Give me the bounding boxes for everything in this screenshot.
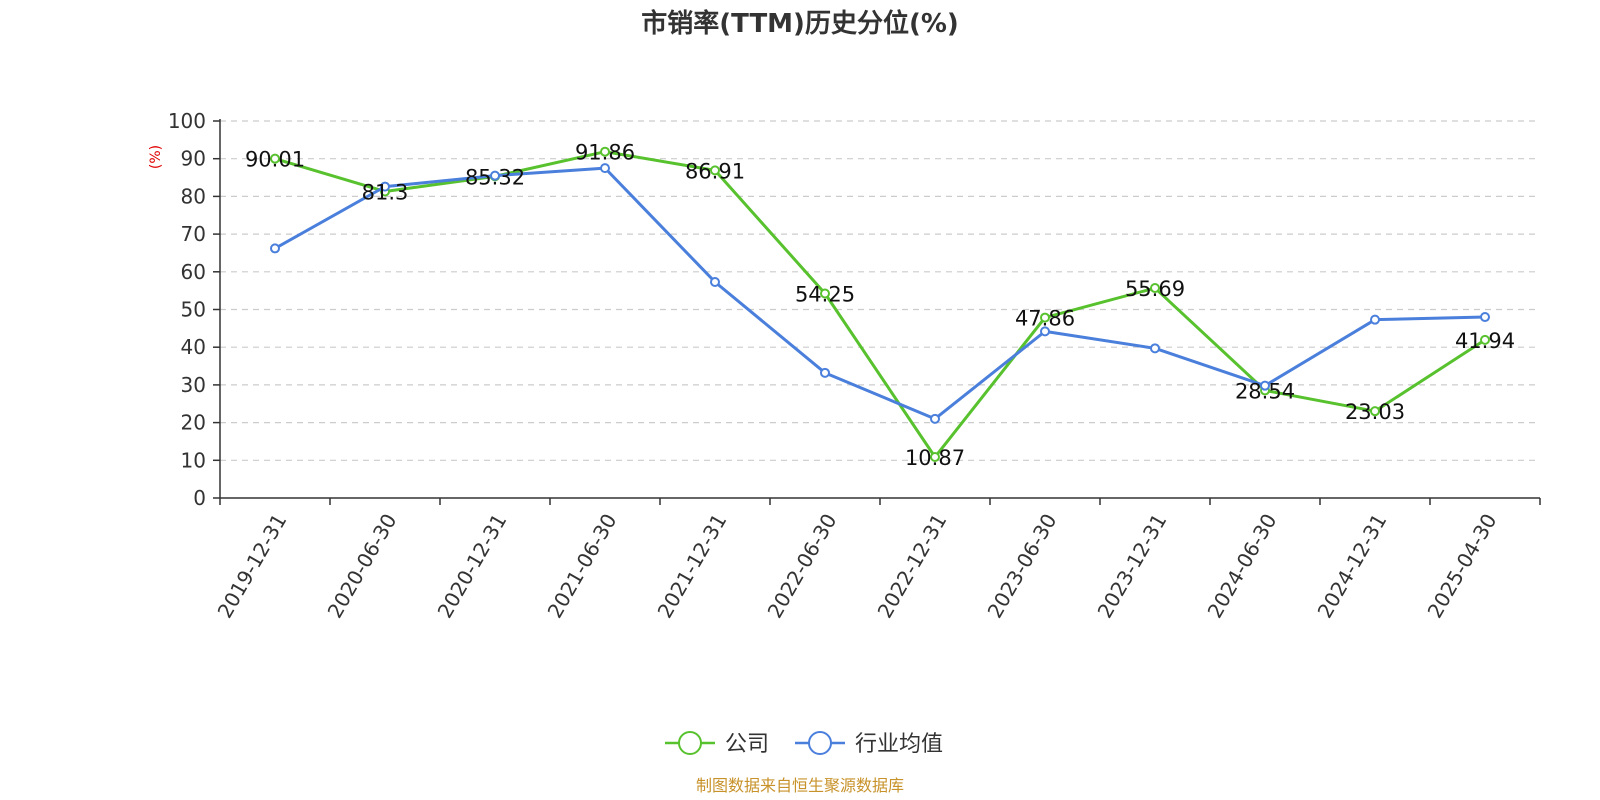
y-tick-label: 90: [181, 147, 206, 171]
data-point: [930, 452, 940, 463]
series-lines: [270, 146, 1490, 463]
y-tick-label: 10: [181, 448, 206, 472]
x-tick-label: 2019-12-31: [213, 510, 292, 623]
y-tick-label: 0: [193, 486, 206, 510]
data-labels: 90.01 81.3 85.32 91.86 86.91 54.25 10.87 47.86 5…: [245, 141, 1515, 470]
x-tick-label: 2022-06-30: [763, 510, 842, 623]
y-tick-label: 70: [181, 222, 206, 246]
data-label: 85.32: [465, 165, 525, 189]
data-point: [1150, 283, 1160, 294]
data-label: 86.91: [685, 159, 745, 183]
y-tick-label: 60: [181, 260, 206, 284]
data-point: [710, 276, 720, 287]
data-point: [600, 163, 610, 174]
data-point: [820, 367, 830, 378]
x-tick-label: 2024-12-31: [1313, 510, 1392, 623]
x-tick-label: 2020-06-30: [323, 510, 402, 623]
series-line: [274, 150, 1486, 459]
grid-lines: [220, 120, 1540, 461]
data-label: 10.87: [905, 446, 965, 470]
data-point: [270, 243, 280, 254]
y-tick-label: 20: [181, 411, 206, 435]
legend-item[interactable]: 公司: [665, 731, 769, 757]
x-tick-label: 2022-12-31: [873, 510, 952, 623]
x-tick-label: 2021-06-30: [543, 510, 622, 623]
data-point: [1480, 312, 1490, 323]
data-label: 91.86: [575, 141, 635, 165]
axes: [219, 119, 1540, 499]
y-tick-label: 40: [181, 335, 206, 359]
data-point: [1150, 343, 1160, 354]
data-point: [710, 165, 720, 176]
legend-label: 行业均值: [855, 732, 943, 757]
data-point: [1370, 406, 1380, 417]
data-point: [380, 181, 390, 192]
data-label: 28.54: [1235, 379, 1295, 403]
legend-marker: [678, 731, 702, 755]
series-line: [274, 166, 1486, 421]
x-tick-label: 2025-04-30: [1423, 510, 1502, 623]
chart-title: 市销率(TTM)历史分位(%): [641, 8, 959, 39]
legend-label: 公司: [725, 732, 769, 757]
series-1: [270, 163, 1490, 424]
y-tick-label: 80: [181, 184, 206, 208]
x-tick-label: 2021-12-31: [653, 510, 732, 623]
y-tick-label: 30: [181, 373, 206, 397]
data-label: 90.01: [245, 148, 305, 172]
data-point: [1480, 334, 1490, 345]
data-point: [1040, 312, 1050, 323]
data-label: 23.03: [1345, 400, 1405, 424]
y-tick-label: 100: [168, 109, 206, 133]
source-note: 制图数据来自恒生聚源数据库: [696, 776, 904, 795]
y-axis-label: (%): [148, 145, 164, 169]
legend-marker: [808, 731, 832, 755]
data-point: [930, 413, 940, 424]
data-point: [1260, 380, 1270, 391]
y-tick-label: 50: [181, 298, 206, 322]
x-axis-ticks: 2019-12-31 2020-06-30 2020-12-31 2021-06-30…: [213, 498, 1541, 623]
data-label: 47.86: [1015, 307, 1075, 331]
x-tick-label: 2023-06-30: [983, 510, 1062, 623]
x-tick-label: 2020-12-31: [433, 510, 512, 623]
data-label: 55.69: [1125, 277, 1185, 301]
data-label: 81.3: [362, 180, 409, 204]
x-tick-label: 2023-12-31: [1093, 510, 1172, 623]
series-0: [270, 146, 1490, 463]
data-point: [1370, 314, 1380, 325]
data-point: [820, 288, 830, 299]
data-point: [270, 153, 280, 164]
legend[interactable]: 公司 行业均值: [665, 731, 943, 757]
data-label: 41.94: [1455, 329, 1515, 353]
y-axis-ticks: 0 10 20 30 40 50 60 70 80 90 100: [168, 109, 220, 510]
data-point: [600, 146, 610, 157]
legend-item[interactable]: 行业均值: [795, 731, 943, 757]
data-point: [1040, 326, 1050, 337]
x-tick-label: 2024-06-30: [1203, 510, 1282, 623]
data-point: [490, 170, 500, 181]
data-label: 54.25: [795, 282, 855, 306]
